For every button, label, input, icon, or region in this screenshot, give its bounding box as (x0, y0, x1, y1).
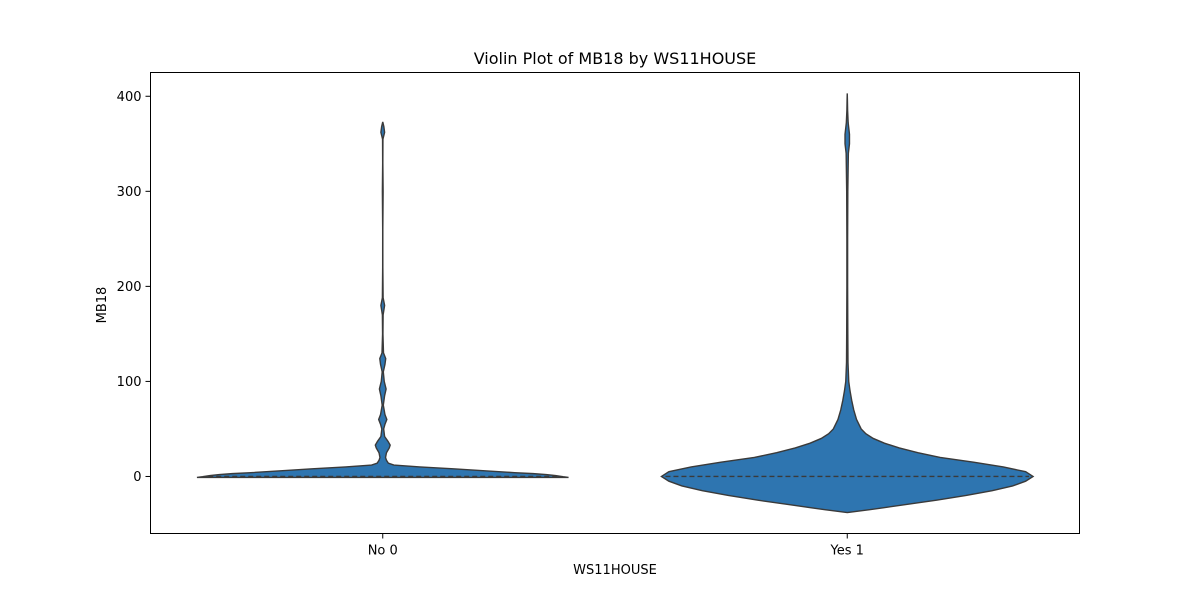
y-axis: 0 100 200 300 400 (117, 90, 151, 485)
x-axis: No 0 Yes 1 (368, 533, 864, 559)
y-tick-label: 400 (117, 90, 142, 105)
y-tick-label: 100 (117, 375, 142, 390)
x-axis-label: WS11HOUSE (573, 563, 657, 578)
y-tick-label: 200 (117, 280, 142, 295)
x-tick-label: No 0 (368, 544, 398, 559)
violin-body (660, 93, 1035, 514)
y-tick-label: 0 (133, 470, 141, 485)
x-tick-label: Yes 1 (830, 544, 864, 559)
violin-layer (196, 93, 1035, 514)
y-axis-label: MB18 (95, 287, 110, 324)
chart-title: Violin Plot of MB18 by WS11HOUSE (474, 49, 757, 68)
plot-frame (150, 72, 1080, 534)
violin-body (196, 121, 569, 479)
y-tick-label: 300 (117, 185, 142, 200)
